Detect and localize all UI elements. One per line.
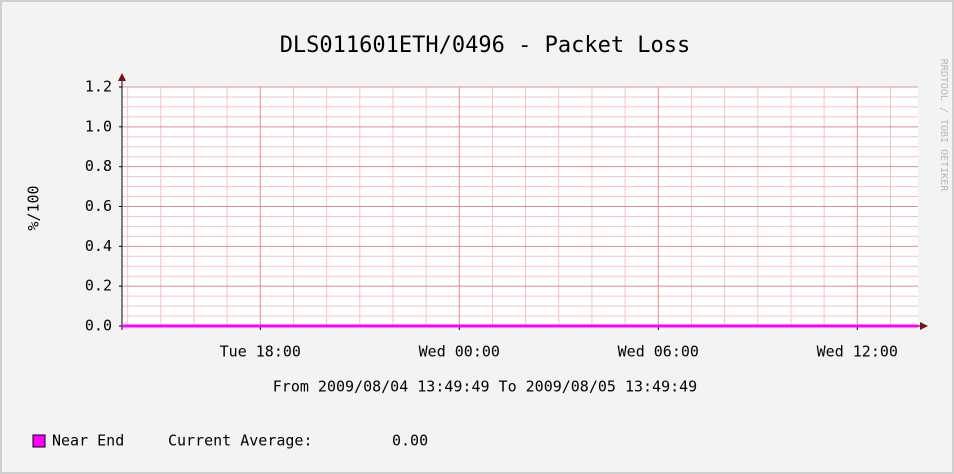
y-axis-arrow — [118, 73, 126, 81]
x-axis-arrow — [920, 322, 928, 330]
legend: Near End Current Average: 0.00 — [32, 432, 428, 450]
y-tick-label: 1.2 — [85, 78, 112, 96]
y-tick-label: 0.8 — [85, 157, 112, 175]
chart-title: DLS011601ETH/0496 - Packet Loss — [280, 33, 691, 58]
y-tick-label: 0.2 — [85, 277, 112, 295]
y-tick-label: 0.4 — [85, 237, 112, 255]
x-tick-label: Wed 06:00 — [618, 343, 699, 361]
legend-stat-value: 0.00 — [392, 432, 428, 450]
x-tick-label: Wed 12:00 — [817, 343, 898, 361]
y-tick-label: 0.0 — [85, 317, 112, 335]
legend-stat-label: Current Average: — [168, 432, 313, 450]
subtitle: From 2009/08/04 13:49:49 To 2009/08/05 1… — [273, 378, 697, 396]
legend-label: Near End — [52, 432, 124, 450]
y-axis-label: %/100 — [25, 185, 43, 230]
watermark: RRDTOOL / TOBI OETIKER — [938, 59, 949, 192]
legend-swatch — [32, 434, 46, 448]
y-tick-label: 0.6 — [85, 197, 112, 215]
x-tick-label: Wed 00:00 — [419, 343, 500, 361]
x-tick-label: Tue 18:00 — [220, 343, 301, 361]
y-tick-label: 1.0 — [85, 117, 112, 135]
